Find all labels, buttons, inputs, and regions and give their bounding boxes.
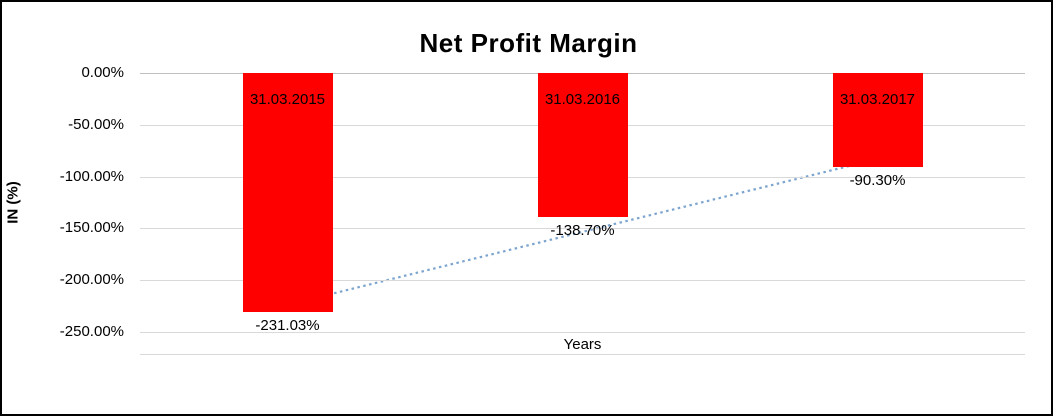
category-label: 31.03.2016 <box>544 91 621 108</box>
chart-title: Net Profit Margin <box>419 28 638 58</box>
x-axis-title: Years <box>563 336 602 353</box>
data-label: -138.70% <box>550 221 615 239</box>
y-tick-label: -100.00% <box>59 167 124 185</box>
trendline <box>287 157 878 306</box>
bar-31.03.2015 <box>242 73 333 313</box>
category-label: 31.03.2015 <box>249 91 326 108</box>
y-tick-label: -250.00% <box>59 323 124 340</box>
data-label: -231.03% <box>255 317 320 335</box>
chart-bottom-border <box>140 354 1025 355</box>
y-tick-label: -150.00% <box>59 219 124 237</box>
gridline <box>140 332 1025 333</box>
gridline <box>140 228 1025 230</box>
y-axis-tick-labels: 0.00% -50.00% -100.00% -150.00% -200.00% -250… <box>2 64 132 340</box>
y-tick-label: 0.00% <box>81 64 124 81</box>
y-tick-label: -200.00% <box>59 271 124 289</box>
data-label: -90.30% <box>849 171 906 189</box>
y-tick-label: -50.00% <box>68 115 124 133</box>
bar-31.03.2017 <box>832 73 923 167</box>
plot-area: 31.03.2015 -231.03% 31.03.2016 -138.70% 31.0… <box>140 73 1025 335</box>
category-label: 31.03.2017 <box>839 91 916 108</box>
trendline-path <box>287 157 878 306</box>
bar-31.03.2016 <box>537 73 628 217</box>
gridline <box>140 280 1025 282</box>
